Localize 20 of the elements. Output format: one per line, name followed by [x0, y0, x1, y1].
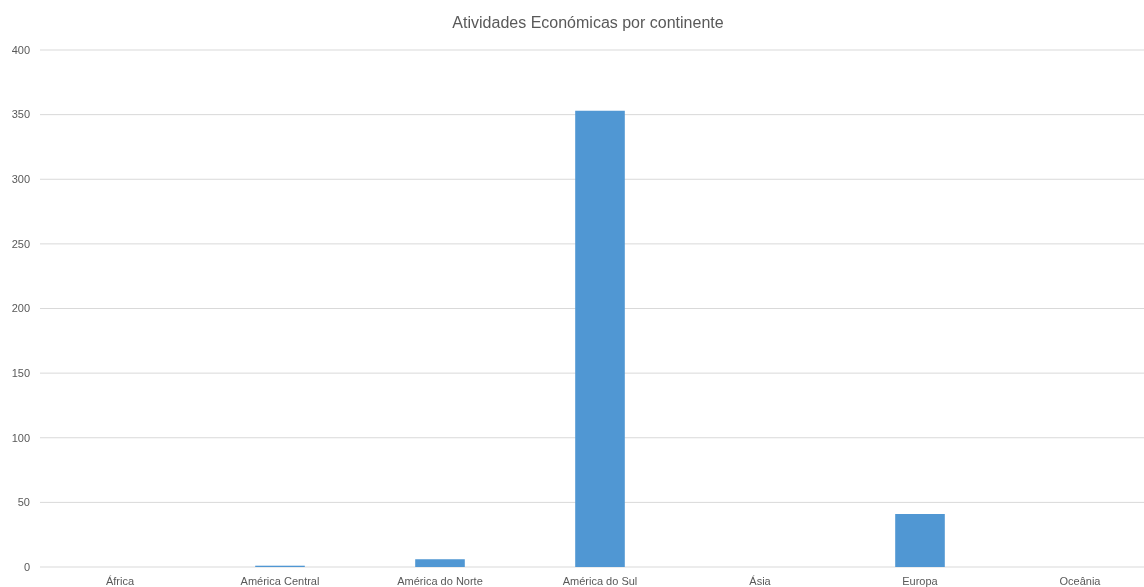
- y-tick-label: 350: [11, 108, 30, 121]
- x-tick-label: América Central: [240, 575, 320, 587]
- x-tick-label: Oceânia: [1059, 575, 1102, 587]
- y-tick-label: 0: [23, 560, 30, 573]
- x-tick-label: África: [105, 575, 135, 587]
- y-tick-label: 200: [11, 302, 30, 315]
- x-tick-label: América do Sul: [562, 575, 638, 587]
- chart-title: Atividades Económicas por continente: [452, 14, 724, 31]
- bar: [895, 514, 945, 567]
- y-tick-label: 250: [11, 237, 30, 250]
- y-tick-label: 400: [11, 43, 30, 56]
- y-tick-label: 100: [11, 431, 30, 444]
- x-tick-label: América do Norte: [397, 575, 483, 587]
- bar: [415, 559, 465, 567]
- y-tick-label: 150: [11, 366, 30, 379]
- x-tick-label: Ásia: [749, 575, 772, 587]
- y-tick-label: 50: [17, 496, 30, 509]
- bar: [575, 110, 625, 567]
- x-tick-label: Europa: [902, 575, 939, 587]
- y-tick-label: 300: [11, 173, 30, 186]
